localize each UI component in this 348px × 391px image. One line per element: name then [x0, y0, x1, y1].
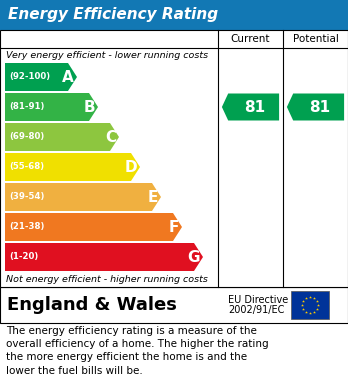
Text: Potential: Potential [293, 34, 339, 44]
Text: EU Directive: EU Directive [228, 295, 288, 305]
Bar [0, 0, 348, 30]
Bar [0, 287, 348, 323]
Polygon shape [222, 93, 279, 120]
Text: Not energy efficient - higher running costs: Not energy efficient - higher running co… [6, 276, 208, 285]
Text: B: B [84, 99, 95, 115]
Text: Very energy efficient - lower running costs: Very energy efficient - lower running co… [6, 51, 208, 60]
Text: (21-38): (21-38) [9, 222, 45, 231]
Text: (55-68): (55-68) [9, 163, 44, 172]
Text: D: D [124, 160, 137, 174]
Text: A: A [62, 70, 74, 84]
Text: (81-91): (81-91) [9, 102, 45, 111]
Bar [0, 30, 348, 287]
Text: F: F [169, 219, 179, 235]
Text: (92-100): (92-100) [9, 72, 50, 81]
Polygon shape [5, 153, 140, 181]
Text: 81: 81 [244, 99, 266, 115]
Polygon shape [5, 243, 203, 271]
Text: G: G [188, 249, 200, 264]
Text: E: E [148, 190, 158, 204]
Polygon shape [5, 183, 161, 211]
Text: 81: 81 [309, 99, 330, 115]
Text: (69-80): (69-80) [9, 133, 44, 142]
Text: 2002/91/EC: 2002/91/EC [228, 305, 284, 315]
Bar [291, 291, 329, 319]
Polygon shape [5, 93, 98, 121]
Text: C: C [105, 129, 116, 145]
Polygon shape [5, 213, 182, 241]
Text: Energy Efficiency Rating: Energy Efficiency Rating [8, 7, 218, 23]
Polygon shape [5, 63, 77, 91]
Text: The energy efficiency rating is a measure of the
overall efficiency of a home. T: The energy efficiency rating is a measur… [6, 326, 269, 376]
Polygon shape [5, 123, 119, 151]
Text: (1-20): (1-20) [9, 253, 38, 262]
Text: (39-54): (39-54) [9, 192, 45, 201]
Text: England & Wales: England & Wales [7, 296, 177, 314]
Polygon shape [287, 93, 344, 120]
Text: Current: Current [231, 34, 270, 44]
